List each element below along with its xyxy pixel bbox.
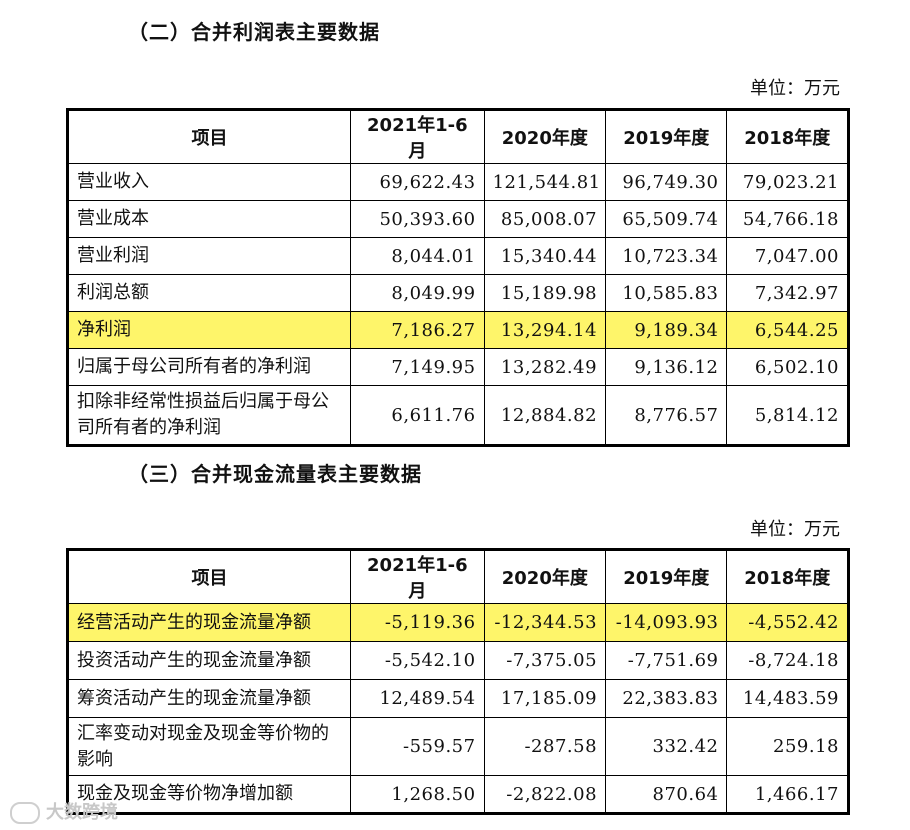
table-row: 归属于母公司所有者的净利润 7,149.95 13,282.49 9,136.1…: [66, 348, 849, 386]
cell-value: 870.64: [605, 775, 728, 814]
cell-value: -8,724.18: [726, 641, 849, 680]
cell-value: 6,611.76: [350, 385, 485, 446]
cash-flow-table: 项目 2021年1-6月 2020年度 2019年度 2018年度 经营活动产生…: [66, 548, 850, 815]
table-row: 营业收入 69,622.43 121,544.81 96,749.30 79,0…: [66, 163, 849, 201]
cell-value: -7,375.05: [483, 641, 607, 680]
column-header: 2021年1-6月: [350, 549, 485, 604]
row-label: 投资活动产生的现金流量净额: [66, 641, 352, 680]
cell-value: 6,502.10: [726, 348, 849, 386]
cell-value: 121,544.81: [483, 163, 607, 201]
watermark-logo-icon: [10, 802, 40, 824]
table-row: 营业利润 8,044.01 15,340.44 10,723.34 7,047.…: [66, 237, 849, 275]
cell-value: 8,049.99: [350, 274, 485, 312]
row-label: 汇率变动对现金及现金等价物的影响: [66, 717, 352, 776]
row-label: 净利润: [66, 311, 352, 349]
table-row: 营业成本 50,393.60 85,008.07 65,509.74 54,76…: [66, 200, 849, 238]
cell-value: 69,622.43: [350, 163, 485, 201]
cell-value: 1,466.17: [726, 775, 849, 814]
cell-value: -5,119.36: [350, 603, 485, 642]
cell-value: -287.58: [483, 717, 607, 776]
cell-value: 10,585.83: [605, 274, 728, 312]
row-label: 营业收入: [66, 163, 352, 201]
cell-value: 8,776.57: [605, 385, 728, 446]
cell-value: 54,766.18: [726, 200, 849, 238]
column-header: 2020年度: [483, 109, 607, 164]
column-header: 2018年度: [726, 549, 849, 604]
cell-value: 14,483.59: [726, 679, 849, 718]
cell-value: 22,383.83: [605, 679, 728, 718]
cell-value: 85,008.07: [483, 200, 607, 238]
cell-value: 15,189.98: [483, 274, 607, 312]
column-header: 项目: [66, 109, 352, 164]
table-row: 投资活动产生的现金流量净额 -5,542.10 -7,375.05 -7,751…: [66, 641, 849, 680]
table-header-row: 项目 2021年1-6月 2020年度 2019年度 2018年度: [66, 109, 849, 164]
row-label: 利润总额: [66, 274, 352, 312]
cell-value: 5,814.12: [726, 385, 849, 446]
column-header: 2018年度: [726, 109, 849, 164]
cell-value: 6,544.25: [726, 311, 849, 349]
cell-value: 12,884.82: [483, 385, 607, 446]
cell-value: -14,093.93: [605, 603, 728, 642]
income-statement-table: 项目 2021年1-6月 2020年度 2019年度 2018年度 营业收入 6…: [66, 108, 850, 447]
cell-value: -12,344.53: [483, 603, 607, 642]
cell-value: -559.57: [350, 717, 485, 776]
table-row: 利润总额 8,049.99 15,189.98 10,585.83 7,342.…: [66, 274, 849, 312]
row-label: 筹资活动产生的现金流量净额: [66, 679, 352, 718]
column-header: 2021年1-6月: [350, 109, 485, 164]
cell-value: 17,185.09: [483, 679, 607, 718]
cell-value: 12,489.54: [350, 679, 485, 718]
table-row: 汇率变动对现金及现金等价物的影响 -559.57 -287.58 332.42 …: [66, 717, 849, 776]
column-header: 2020年度: [483, 549, 607, 604]
cell-value: 9,136.12: [605, 348, 728, 386]
cell-value: 9,189.34: [605, 311, 728, 349]
row-label: 经营活动产生的现金流量净额: [66, 603, 352, 642]
cell-value: 10,723.34: [605, 237, 728, 275]
income-section-title: （二）合并利润表主要数据: [128, 20, 380, 44]
cell-value: 7,342.97: [726, 274, 849, 312]
cell-value: -7,751.69: [605, 641, 728, 680]
cell-value: 13,294.14: [483, 311, 607, 349]
cashflow-unit-label: 单位：万元: [750, 519, 840, 540]
cell-value: 65,509.74: [605, 200, 728, 238]
cell-value: -2,822.08: [483, 775, 607, 814]
column-header: 项目: [66, 549, 352, 604]
table-row: 扣除非经常性损益后归属于母公司所有者的净利润 6,611.76 12,884.8…: [66, 385, 849, 446]
cell-value: -4,552.42: [726, 603, 849, 642]
table-row-highlighted: 净利润 7,186.27 13,294.14 9,189.34 6,544.25: [66, 311, 849, 349]
watermark: 大数跨境: [10, 798, 118, 824]
cell-value: 332.42: [605, 717, 728, 776]
row-label: 营业利润: [66, 237, 352, 275]
table-row: 现金及现金等价物净增加额 1,268.50 -2,822.08 870.64 1…: [66, 775, 849, 814]
cell-value: 7,149.95: [350, 348, 485, 386]
row-label: 归属于母公司所有者的净利润: [66, 348, 352, 386]
cell-value: 15,340.44: [483, 237, 607, 275]
cell-value: 8,044.01: [350, 237, 485, 275]
watermark-text: 大数跨境: [46, 802, 118, 823]
cell-value: 259.18: [726, 717, 849, 776]
cell-value: -5,542.10: [350, 641, 485, 680]
table-header-row: 项目 2021年1-6月 2020年度 2019年度 2018年度: [66, 549, 849, 604]
column-header: 2019年度: [605, 109, 728, 164]
row-label: 营业成本: [66, 200, 352, 238]
row-label: 现金及现金等价物净增加额: [66, 775, 352, 814]
table-row-highlighted: 经营活动产生的现金流量净额 -5,119.36 -12,344.53 -14,0…: [66, 603, 849, 642]
cell-value: 13,282.49: [483, 348, 607, 386]
cell-value: 7,047.00: [726, 237, 849, 275]
cell-value: 79,023.21: [726, 163, 849, 201]
cell-value: 1,268.50: [350, 775, 485, 814]
cell-value: 50,393.60: [350, 200, 485, 238]
cell-value: 96,749.30: [605, 163, 728, 201]
cashflow-section-title: （三）合并现金流量表主要数据: [128, 462, 422, 486]
column-header: 2019年度: [605, 549, 728, 604]
cell-value: 7,186.27: [350, 311, 485, 349]
income-unit-label: 单位：万元: [750, 78, 840, 99]
table-row: 筹资活动产生的现金流量净额 12,489.54 17,185.09 22,383…: [66, 679, 849, 718]
row-label: 扣除非经常性损益后归属于母公司所有者的净利润: [66, 385, 352, 446]
